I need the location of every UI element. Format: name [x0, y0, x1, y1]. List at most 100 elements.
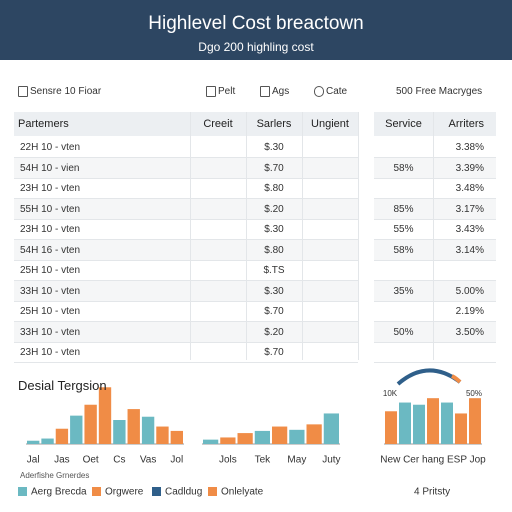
bar [98, 387, 112, 444]
legend-swatch [18, 487, 27, 496]
row-line [374, 341, 496, 343]
cell: 25H 10 - vten [20, 306, 81, 317]
cell: 3.17% [455, 203, 484, 215]
cell: 23H 10 - vten [20, 224, 81, 235]
cell: 33H 10 - vten [20, 285, 81, 297]
col-divider [246, 112, 247, 360]
bar [27, 440, 40, 444]
row-line [14, 259, 358, 261]
x-tick-label: Tek [255, 455, 272, 466]
legend-label: Cadldug [165, 487, 202, 498]
cell: 2.19% [455, 306, 484, 317]
cell: $.80 [264, 244, 284, 256]
row-bg [14, 280, 358, 301]
bar [306, 424, 322, 444]
row-bg [14, 239, 358, 260]
gauge-tip [451, 374, 462, 384]
bar [441, 402, 453, 444]
cell: $.30 [264, 285, 284, 297]
bar [323, 413, 339, 444]
row-line [14, 300, 358, 302]
row-line [14, 362, 358, 363]
cell: $.30 [264, 224, 284, 235]
toolbar-icon [314, 86, 324, 97]
bar [272, 426, 288, 444]
cell: 3.38% [455, 142, 484, 153]
cell: 3.48% [455, 183, 484, 194]
row-line [14, 341, 358, 343]
cell: 33H 10 - vten [20, 326, 81, 338]
annotation: 10K [383, 389, 398, 398]
column-header: Service [385, 118, 422, 130]
gauge-arc [396, 368, 462, 386]
row-bg [374, 198, 496, 219]
cell: $.TS [263, 265, 285, 276]
cell: $.70 [264, 162, 284, 174]
x-tick-label: May [287, 455, 306, 466]
bar [220, 437, 236, 444]
bar [385, 411, 397, 444]
x-tick-label: Jol [170, 455, 183, 466]
bar [254, 430, 270, 444]
row-bg [374, 239, 496, 260]
cell: 55% [393, 224, 414, 235]
cell: 22H 10 - vten [20, 142, 81, 153]
legend-title: Aderfishe Grnerdes [20, 471, 89, 480]
x-tick-label: Oet [83, 455, 99, 466]
legend-label: Aerg Brecda [31, 487, 87, 498]
bar [427, 398, 439, 444]
x-tick-label: Cs [113, 455, 125, 466]
toolbar-item[interactable]: 500 Free Macryges [396, 86, 483, 97]
cell: 35% [393, 285, 414, 297]
legend-label: Onlelyate [221, 487, 264, 498]
table-header-bg [374, 112, 496, 136]
bar [413, 404, 425, 444]
cell: 58% [393, 244, 414, 256]
x-tick-label: Jas [54, 455, 70, 466]
bar [203, 439, 219, 444]
bar [41, 438, 54, 444]
row-line [374, 300, 496, 302]
cell: $.70 [264, 347, 284, 358]
bar [141, 416, 155, 444]
col-divider [358, 112, 359, 360]
row-bg [374, 280, 496, 301]
column-header: Partemers [18, 118, 69, 130]
row-bg [374, 157, 496, 178]
bar [289, 429, 305, 444]
cell: 5.00% [455, 285, 484, 297]
cell: $.20 [264, 326, 284, 338]
row-line [374, 362, 496, 363]
toolbar-item[interactable]: Ags [272, 86, 290, 97]
row-bg [374, 321, 496, 342]
row-bg [14, 321, 358, 342]
cell: 58% [393, 162, 414, 174]
charts: Jal Jas Oet Cs Vas Jol Jols Tek May Juty New Cer h… [18, 368, 486, 498]
table-header-bg [14, 112, 358, 136]
bar [127, 409, 140, 444]
cell: 50% [393, 326, 414, 338]
bar [170, 430, 183, 444]
legend-swatch [152, 487, 161, 496]
row-bg [14, 157, 358, 178]
section-title: Desial Tergsion [18, 378, 107, 393]
cell: $.30 [264, 142, 284, 153]
toolbar-item[interactable]: Cate [326, 86, 348, 97]
cell: $.20 [264, 203, 284, 215]
legend-swatch [208, 487, 217, 496]
cell: 54H 16 - vten [20, 244, 81, 256]
legend-swatch [92, 487, 101, 496]
col-divider [302, 112, 303, 360]
column-header: Arriters [448, 118, 484, 130]
row-line [374, 259, 496, 261]
toolbar-item[interactable]: Pelt [218, 86, 236, 97]
bar [70, 415, 83, 444]
cell: 25H 10 - vten [20, 265, 81, 276]
bar [469, 398, 481, 444]
column-header: Sarlers [256, 118, 292, 130]
bar [156, 426, 169, 444]
toolbar-item[interactable]: Sensre 10 Fioar [30, 86, 102, 97]
cell: 23H 10 - vten [20, 183, 81, 194]
col-divider [190, 112, 191, 360]
